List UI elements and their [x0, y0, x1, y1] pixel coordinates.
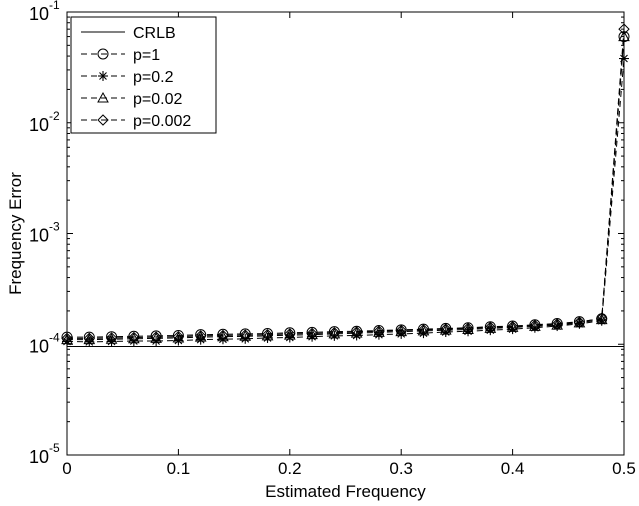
marker-diamond	[440, 323, 452, 335]
marker-diamond	[395, 324, 407, 337]
marker-diamond	[97, 114, 109, 126]
y-tick-base: 10	[29, 115, 49, 135]
marker-diamond	[373, 325, 385, 337]
legend-box	[70, 16, 217, 134]
marker-star	[98, 71, 108, 81]
y-tick-base: 10	[29, 336, 49, 356]
x-tick-label: 0.4	[501, 459, 525, 478]
marker-diamond	[194, 330, 207, 342]
x-tick-label: 0.1	[167, 459, 191, 478]
x-tick-label: 0.3	[389, 459, 413, 478]
legend-label: p=0.02	[133, 91, 182, 108]
legend-entry: p=0.02	[81, 91, 182, 108]
plot-content	[61, 23, 630, 347]
y-tick-label: 10 -5	[29, 441, 60, 467]
marker-diamond	[83, 332, 95, 345]
marker-diamond	[261, 328, 274, 341]
marker-diamond	[284, 328, 296, 340]
y-tick-label: 10 -4	[29, 330, 60, 356]
marker-diamond	[128, 331, 140, 344]
y-axis: 10-510-410-310-210-1	[29, 0, 624, 467]
legend-entry: CRLB	[81, 25, 176, 42]
legend-label: p=0.002	[133, 113, 191, 130]
x-tick-label: 0.5	[612, 459, 636, 478]
y-tick-base: 10	[29, 447, 49, 467]
series-line	[67, 29, 625, 339]
marker-diamond	[529, 319, 541, 332]
marker-diamond	[573, 316, 586, 328]
y-axis-label: Frequency Error	[6, 172, 25, 295]
marker-diamond	[484, 321, 497, 334]
marker-diamond	[551, 318, 563, 330]
x-axis: 0 0.1 0.2 0.3 0.4 0.5	[62, 12, 636, 478]
y-tick-exponent: -4	[49, 330, 60, 344]
marker-diamond	[150, 331, 162, 343]
x-axis-label: Estimated Frequency	[265, 482, 426, 501]
legend: CRLB p=1 p=0.2 p=0.02 p=0.002	[70, 16, 217, 134]
marker-diamond	[239, 329, 251, 341]
legend-entry: p=0.2	[81, 69, 174, 86]
marker-diamond	[506, 321, 519, 333]
legend-entry: p=0.002	[81, 113, 191, 130]
marker-diamond	[596, 312, 608, 324]
marker-diamond	[306, 327, 318, 340]
legend-label: p=0.2	[133, 69, 174, 86]
marker-diamond	[417, 324, 430, 336]
x-tick-label: 0.2	[278, 459, 302, 478]
marker-diamond	[217, 329, 229, 342]
marker-star	[240, 333, 251, 344]
marker-star-stroke	[99, 72, 107, 80]
y-tick-base: 10	[29, 226, 49, 246]
y-tick-label: 10 -2	[29, 109, 60, 135]
y-tick-label: 10 -1	[29, 0, 60, 24]
marker-diamond	[172, 330, 185, 343]
legend-entry: p=1	[81, 47, 160, 64]
y-tick-exponent: -2	[49, 109, 60, 123]
series-p-0-002	[61, 23, 630, 345]
legend-label: CRLB	[133, 25, 176, 42]
marker-circle	[97, 48, 109, 60]
marker-triangle	[97, 91, 109, 103]
marker-diamond	[350, 326, 363, 338]
legend-label: p=1	[133, 47, 160, 64]
y-tick-exponent: -5	[49, 441, 60, 455]
y-tick-label: 10 -3	[29, 220, 60, 246]
marker-diamond	[105, 332, 118, 344]
x-tick-label: 0	[62, 459, 71, 478]
marker-diamond	[462, 322, 474, 335]
y-tick-base: 10	[29, 4, 49, 24]
y-tick-exponent: -3	[49, 220, 60, 234]
y-tick-exponent: -1	[49, 0, 60, 12]
marker-diamond	[328, 327, 341, 339]
